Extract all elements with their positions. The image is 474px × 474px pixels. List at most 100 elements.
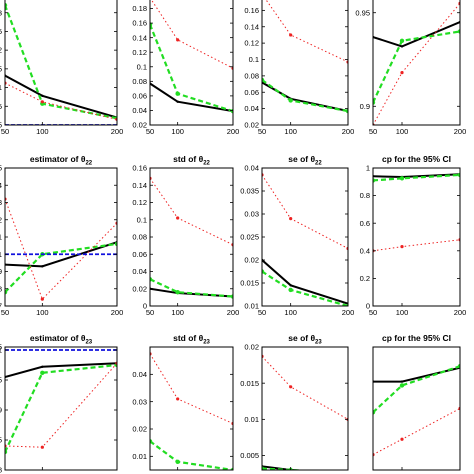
x-tick-label: 200 <box>227 127 240 136</box>
y-tick-label: 0.08 <box>132 233 147 242</box>
y-tick-label: 1 <box>366 164 370 173</box>
data-point-red <box>400 71 404 75</box>
x-tick-label: 200 <box>111 308 124 317</box>
y-tick-label: 0.015 <box>240 279 259 288</box>
y-tick-label: 0.12 <box>132 48 147 57</box>
y-tick-label: 1.002 <box>0 215 2 224</box>
y-tick-label: 0.1005 <box>0 343 2 352</box>
panel-plot <box>373 364 460 457</box>
series-line-red <box>373 239 460 252</box>
x-tick-label: 50 <box>258 127 266 136</box>
x-tick-label: 100 <box>171 127 184 136</box>
panel-title: cp for the 95% CI <box>382 333 451 343</box>
data-point-green <box>262 466 265 470</box>
y-tick-label: 1.005 <box>0 164 2 173</box>
data-point-green <box>262 77 265 83</box>
series-line-black <box>373 366 460 383</box>
series-line-green <box>150 440 233 470</box>
panel-title: se of θ23 <box>288 333 322 346</box>
y-tick-label: 0.14 <box>132 33 147 42</box>
y-tick-label: 0.04 <box>244 104 259 113</box>
data-point-green <box>5 290 8 295</box>
x-tick-label: 100 <box>396 308 409 317</box>
y-tick-label: 0.04 <box>244 164 259 173</box>
series-line-red <box>5 362 117 448</box>
panel-plot <box>262 0 348 114</box>
panel-title: estimator of θ22 <box>30 154 93 167</box>
data-point-green <box>150 277 153 282</box>
y-tick-label: 1 <box>0 250 2 259</box>
data-point-black <box>41 265 44 268</box>
series-line-green <box>5 242 117 293</box>
panel-plot <box>150 352 233 470</box>
axes-frame <box>372 0 461 126</box>
y-tick-label: 0.01 <box>132 452 147 461</box>
y-tick-label: 0.08 <box>132 77 147 86</box>
data-point-green <box>457 172 460 178</box>
series-line-red <box>262 356 348 420</box>
data-point-green <box>114 241 117 247</box>
data-point-green <box>457 364 460 369</box>
y-tick-label: 5.015 <box>0 64 2 73</box>
x-tick-label: 50 <box>146 308 154 317</box>
y-tick-label: 0.18 <box>132 4 147 13</box>
x-tick-label: 50 <box>258 308 266 317</box>
y-tick-label: 0.0995 <box>0 376 2 385</box>
y-tick-label: 0.14 <box>244 22 259 31</box>
series-line-black <box>262 81 348 113</box>
y-tick-label: 0.8 <box>360 191 370 200</box>
axes-frame <box>4 167 118 307</box>
data-point-black <box>176 100 179 103</box>
series-line-red <box>262 174 348 249</box>
data-point-red <box>289 33 293 37</box>
panel-1-3: 0 0.2 0.4 0.6 0.8 1 50 100 200 <box>360 164 467 317</box>
x-tick-label: 50 <box>369 127 377 136</box>
y-tick-label: 0.02 <box>132 121 147 130</box>
series-line-red <box>373 408 460 456</box>
y-tick-label: 0.12 <box>132 198 147 207</box>
data-point-green <box>399 176 405 181</box>
data-point-green <box>175 290 180 295</box>
data-point-green <box>373 410 376 415</box>
data-point-black <box>41 365 44 368</box>
y-tick-label: 0.4 <box>360 246 370 255</box>
data-point-green <box>175 91 180 96</box>
y-tick-label: 0.1 <box>137 62 147 71</box>
series-line-green <box>262 467 309 470</box>
series-line-green <box>262 79 348 113</box>
x-tick-label: 200 <box>227 308 240 317</box>
axes-frame <box>372 167 461 307</box>
data-point-green <box>5 449 8 455</box>
axes-frame <box>261 167 349 307</box>
x-tick-label: 50 <box>369 308 377 317</box>
data-point-black <box>289 284 292 287</box>
panel-title: se of θ22 <box>288 154 322 167</box>
panel-0-2: 0.02 0.04 0.06 0.08 0.1 0.12 0.14 0.16 50 100 200 <box>244 0 354 136</box>
panel-title: std of θ22 <box>173 154 210 167</box>
data-point-red <box>400 437 404 441</box>
data-point-green <box>288 98 293 103</box>
data-point-green <box>345 108 348 114</box>
series-line-red <box>150 353 233 424</box>
series-line-green <box>150 24 233 113</box>
y-tick-label: 0.16 <box>132 164 147 173</box>
panel-title: cp for the 95% CI <box>382 154 451 164</box>
y-tick-label: 0.16 <box>132 19 147 28</box>
y-tick-label: 0.03 <box>132 397 147 406</box>
y-tick-label: 0.015 <box>240 379 259 388</box>
y-tick-label: 0.1 <box>249 55 259 64</box>
y-tick-label: 0.9 <box>360 102 370 111</box>
data-point-green <box>457 29 460 34</box>
y-tick-label: 0.2 <box>360 274 370 283</box>
series-line-black <box>262 259 348 305</box>
panel-0-0: 5 5.005 5.01 5.015 5.02 5.025 5.03 50 100 200 <box>0 0 123 136</box>
y-tick-label: 0.0985 <box>0 436 2 445</box>
panel-plot <box>5 197 117 301</box>
y-tick-label: 0.12 <box>244 39 259 48</box>
x-tick-label: 100 <box>36 308 49 317</box>
y-tick-label: 0.14 <box>132 181 147 190</box>
panel-plot <box>150 0 233 114</box>
panel-title: std of θ23 <box>173 333 210 346</box>
axes-frame <box>4 0 118 126</box>
data-point-green <box>5 3 8 8</box>
